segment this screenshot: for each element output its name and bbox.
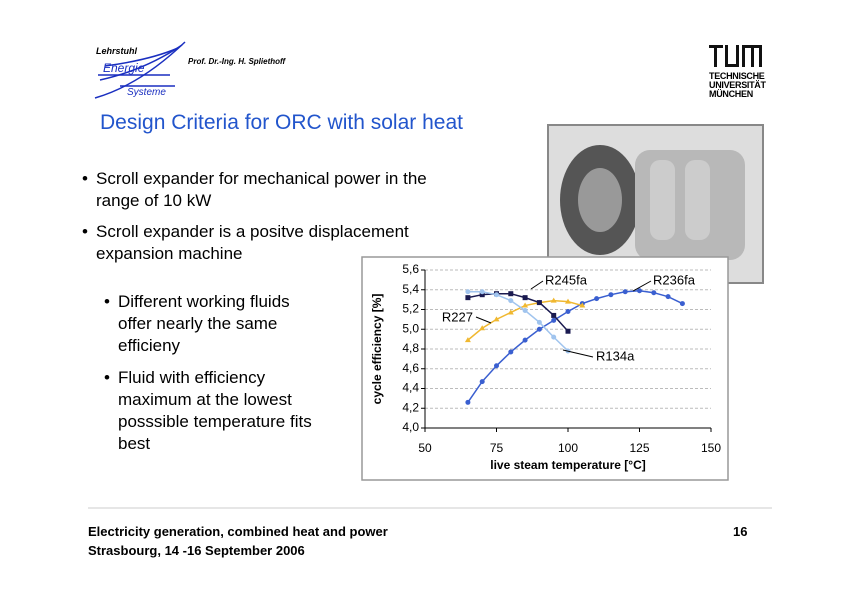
y-tick-label: 4,2 <box>402 400 419 414</box>
y-tick-label: 5,2 <box>402 302 419 316</box>
university-line: MÜNCHEN <box>709 89 753 99</box>
y-tick-label: 4,8 <box>402 341 419 355</box>
point <box>522 302 529 308</box>
y-tick-label: 5,6 <box>402 262 419 276</box>
point <box>522 295 528 301</box>
x-tick-label: 150 <box>701 441 721 455</box>
series-label: R227 <box>442 309 473 324</box>
slide-title: Design Criteria for ORC with solar heat <box>100 111 463 134</box>
point <box>551 317 557 323</box>
series-label: R236fa <box>653 272 696 287</box>
y-axis-label: cycle efficiency [%] <box>370 294 384 405</box>
point <box>464 337 471 343</box>
sub-bullet: Different working fluids offer nearly th… <box>104 291 328 357</box>
point <box>465 289 471 295</box>
point <box>622 289 628 295</box>
point <box>651 290 657 296</box>
university: TECHNISCHE UNIVERSITÄT MÜNCHEN <box>709 72 766 99</box>
point <box>508 349 514 355</box>
point <box>594 296 600 302</box>
point <box>536 319 542 325</box>
point <box>522 307 528 313</box>
point <box>551 312 557 318</box>
point <box>479 379 485 385</box>
series-label: R245fa <box>545 272 588 287</box>
point <box>479 325 486 331</box>
tum-logo <box>709 45 762 67</box>
leader-line <box>632 280 652 292</box>
point <box>536 326 542 332</box>
university-line: TECHNISCHE <box>709 71 765 81</box>
point <box>565 328 571 334</box>
point <box>579 302 586 308</box>
chair-logo <box>94 41 186 99</box>
point <box>679 301 685 307</box>
point <box>551 334 557 340</box>
chart: 4,0 4,2 4,4 4,6 4,8 5,0 5,2 5,4 5,6 50 75 100 125 150… <box>370 262 721 472</box>
point <box>550 297 557 303</box>
university-line: UNIVERSITÄT <box>709 80 766 90</box>
point <box>508 291 514 297</box>
y-tick-label: 4,4 <box>402 381 419 395</box>
sub-bullet: Fluid with efficiency maximum at the low… <box>104 367 333 455</box>
chair: Lehrstuhl <box>96 46 138 56</box>
point <box>565 308 571 314</box>
x-tick-label: 100 <box>558 441 578 455</box>
leader-line <box>562 349 594 358</box>
point <box>465 295 471 301</box>
professor: Prof. Dr.-Ing. H. Spliethoff <box>188 57 286 66</box>
point <box>508 298 514 304</box>
chair-word: Systeme <box>127 87 166 98</box>
series-label: R134a <box>596 348 635 363</box>
point <box>494 292 499 298</box>
point <box>608 292 614 298</box>
x-axis-label: live steam temperature [°C] <box>490 458 646 472</box>
footer-line: Strasbourg, 14 -16 September 2006 <box>88 543 305 558</box>
y-tick-label: 5,0 <box>402 321 419 335</box>
x-tick-label: 75 <box>490 441 504 455</box>
y-tick-label: 4,0 <box>402 420 419 434</box>
point <box>479 289 485 295</box>
point <box>479 292 485 298</box>
leader-line <box>475 316 492 324</box>
y-tick-label: 5,4 <box>402 282 419 296</box>
point <box>565 298 571 304</box>
x-tick-label: 50 <box>418 441 432 455</box>
bullet: Scroll expander for mechanical power in … <box>82 168 466 212</box>
point <box>494 363 499 369</box>
point <box>522 337 528 343</box>
point <box>493 316 500 322</box>
bullet: Scroll expander is a positve displacemen… <box>82 221 456 265</box>
footer-line: Electricity generation, combined heat an… <box>88 524 388 539</box>
point <box>507 309 514 315</box>
series-line <box>467 289 683 403</box>
x-tick-label: 125 <box>629 441 649 455</box>
point <box>637 288 642 294</box>
point <box>665 294 671 300</box>
point <box>465 399 471 405</box>
y-tick-label: 4,6 <box>402 361 419 375</box>
page-number: 16 <box>733 524 748 539</box>
leader-line <box>530 280 544 290</box>
chair-word: Energie <box>103 61 145 75</box>
point <box>536 300 542 306</box>
